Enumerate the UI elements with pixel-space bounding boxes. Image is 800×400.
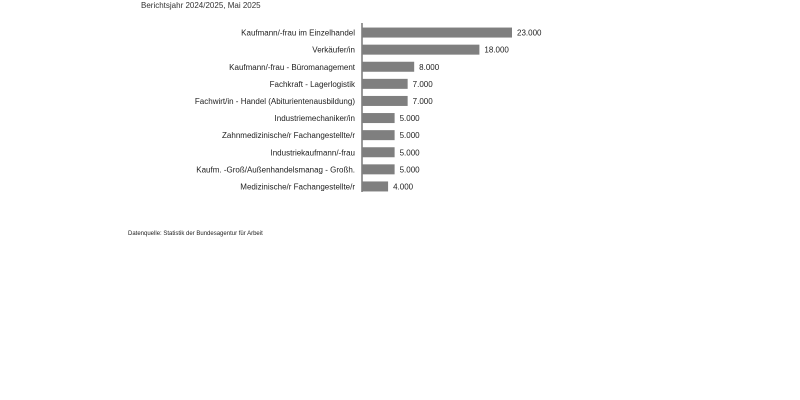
chart-subtitle: Berichtsjahr 2024/2025, Mai 2025 bbox=[141, 1, 261, 10]
category-label: Kaufm. -Groß/Außenhandelsmanag - Großh. bbox=[196, 165, 355, 174]
bar bbox=[362, 147, 395, 158]
data-source-note: Datenquelle: Statistik der Bundesagentur… bbox=[128, 231, 263, 237]
category-label: Kaufmann/-frau - Büromanagement bbox=[229, 63, 356, 72]
category-label: Industriekaufmann/-frau bbox=[271, 148, 356, 157]
bar bbox=[362, 78, 408, 89]
category-label: Industriemechaniker/in bbox=[275, 114, 355, 123]
bar-value-label: 23.000 bbox=[517, 29, 542, 38]
bar-value-label: 18.000 bbox=[484, 46, 509, 55]
bar-value-label: 5.000 bbox=[400, 114, 421, 123]
bar bbox=[362, 164, 395, 175]
bar-value-label: 5.000 bbox=[400, 131, 421, 140]
category-label: Zahnmedizinische/r Fachangestellte/r bbox=[222, 131, 355, 140]
category-label: Fachkraft - Lagerlogistik bbox=[270, 80, 356, 89]
bar bbox=[362, 113, 395, 124]
category-label: Medizinische/r Fachangestellte/r bbox=[240, 182, 355, 191]
bar-value-label: 7.000 bbox=[413, 97, 434, 106]
category-label: Kaufmann/-frau im Einzelhandel bbox=[241, 29, 355, 38]
bar bbox=[362, 95, 408, 106]
bar bbox=[362, 61, 415, 72]
category-label: Fachwirt/in - Handel (Abiturientenausbil… bbox=[195, 97, 355, 106]
category-label: Verkäufer/in bbox=[312, 46, 355, 55]
bar-value-label: 4.000 bbox=[393, 182, 414, 191]
bar bbox=[362, 130, 395, 141]
bar bbox=[362, 27, 512, 38]
bar-value-label: 8.000 bbox=[419, 63, 440, 72]
bar-value-label: 5.000 bbox=[400, 148, 421, 157]
bar bbox=[362, 44, 480, 55]
bar bbox=[362, 181, 389, 192]
bar-value-label: 5.000 bbox=[400, 165, 421, 174]
bar-value-label: 7.000 bbox=[413, 80, 434, 89]
